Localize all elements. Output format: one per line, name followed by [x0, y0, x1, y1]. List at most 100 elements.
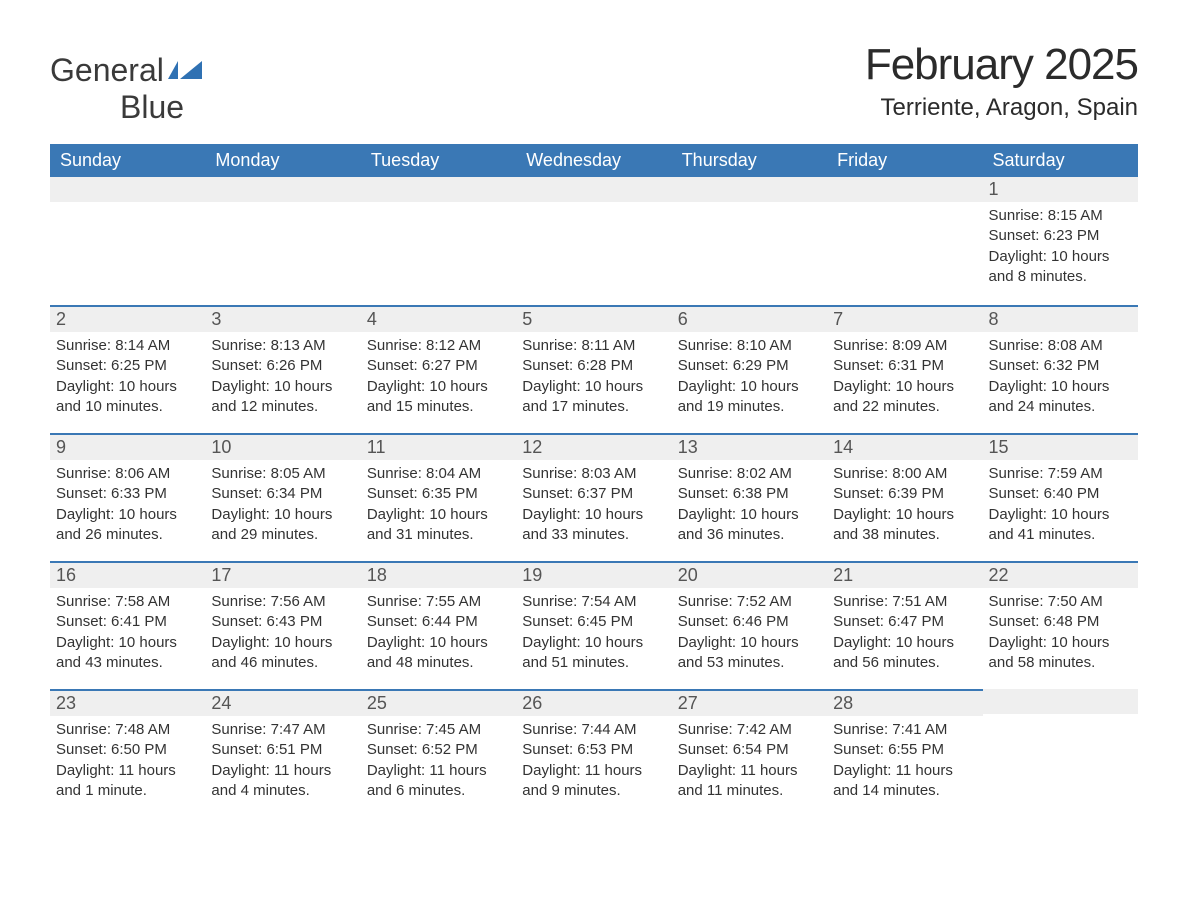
- day-details: Sunrise: 7:47 AMSunset: 6:51 PMDaylight:…: [205, 716, 360, 805]
- day-header: Saturday: [983, 144, 1138, 177]
- day-number: 9: [50, 433, 205, 460]
- sunset-text: Sunset: 6:40 PM: [989, 484, 1132, 504]
- daylight-text: Daylight: 10 hours and 36 minutes.: [678, 505, 821, 546]
- sunrise-text: Sunrise: 7:54 AM: [522, 592, 665, 612]
- day-details: Sunrise: 8:08 AMSunset: 6:32 PMDaylight:…: [983, 332, 1138, 421]
- sunset-text: Sunset: 6:29 PM: [678, 356, 821, 376]
- sunset-text: Sunset: 6:27 PM: [367, 356, 510, 376]
- sunset-text: Sunset: 6:55 PM: [833, 740, 976, 760]
- day-number-empty: [672, 177, 827, 202]
- day-header: Tuesday: [361, 144, 516, 177]
- sunrise-text: Sunrise: 8:09 AM: [833, 336, 976, 356]
- day-details: Sunrise: 8:00 AMSunset: 6:39 PMDaylight:…: [827, 460, 982, 549]
- daylight-text: Daylight: 10 hours and 41 minutes.: [989, 505, 1132, 546]
- daylight-text: Daylight: 11 hours and 6 minutes.: [367, 761, 510, 802]
- day-number: 26: [516, 689, 671, 716]
- sunrise-text: Sunrise: 8:11 AM: [522, 336, 665, 356]
- sunset-text: Sunset: 6:39 PM: [833, 484, 976, 504]
- calendar-week-row: 16Sunrise: 7:58 AMSunset: 6:41 PMDayligh…: [50, 561, 1138, 689]
- day-number-empty: [516, 177, 671, 202]
- day-number: 5: [516, 305, 671, 332]
- calendar-cell-empty: [205, 177, 360, 305]
- calendar-cell-empty: [827, 177, 982, 305]
- day-details: Sunrise: 7:58 AMSunset: 6:41 PMDaylight:…: [50, 588, 205, 677]
- daylight-text: Daylight: 10 hours and 24 minutes.: [989, 377, 1132, 418]
- calendar-cell-empty: [50, 177, 205, 305]
- day-details: Sunrise: 7:50 AMSunset: 6:48 PMDaylight:…: [983, 588, 1138, 677]
- sunset-text: Sunset: 6:51 PM: [211, 740, 354, 760]
- day-details: Sunrise: 8:13 AMSunset: 6:26 PMDaylight:…: [205, 332, 360, 421]
- sunset-text: Sunset: 6:41 PM: [56, 612, 199, 632]
- calendar-cell: 13Sunrise: 8:02 AMSunset: 6:38 PMDayligh…: [672, 433, 827, 561]
- sunrise-text: Sunrise: 8:14 AM: [56, 336, 199, 356]
- sunset-text: Sunset: 6:43 PM: [211, 612, 354, 632]
- logo: General Blue: [50, 52, 202, 126]
- calendar-cell-empty: [516, 177, 671, 305]
- daylight-text: Daylight: 10 hours and 56 minutes.: [833, 633, 976, 674]
- sunset-text: Sunset: 6:50 PM: [56, 740, 199, 760]
- daylight-text: Daylight: 10 hours and 10 minutes.: [56, 377, 199, 418]
- header: General Blue February 2025 Terriente, Ar…: [50, 40, 1138, 126]
- sunrise-text: Sunrise: 7:48 AM: [56, 720, 199, 740]
- calendar-cell: 3Sunrise: 8:13 AMSunset: 6:26 PMDaylight…: [205, 305, 360, 433]
- calendar-cell: 12Sunrise: 8:03 AMSunset: 6:37 PMDayligh…: [516, 433, 671, 561]
- daylight-text: Daylight: 10 hours and 51 minutes.: [522, 633, 665, 674]
- day-header: Monday: [205, 144, 360, 177]
- day-details: Sunrise: 7:51 AMSunset: 6:47 PMDaylight:…: [827, 588, 982, 677]
- sunrise-text: Sunrise: 8:08 AM: [989, 336, 1132, 356]
- day-number-empty: [361, 177, 516, 202]
- day-number: 24: [205, 689, 360, 716]
- day-number: 3: [205, 305, 360, 332]
- day-details: Sunrise: 7:41 AMSunset: 6:55 PMDaylight:…: [827, 716, 982, 805]
- day-number: 28: [827, 689, 982, 716]
- location: Terriente, Aragon, Spain: [865, 94, 1138, 122]
- daylight-text: Daylight: 11 hours and 14 minutes.: [833, 761, 976, 802]
- calendar-week-row: 2Sunrise: 8:14 AMSunset: 6:25 PMDaylight…: [50, 305, 1138, 433]
- day-details: Sunrise: 8:09 AMSunset: 6:31 PMDaylight:…: [827, 332, 982, 421]
- calendar-cell: 25Sunrise: 7:45 AMSunset: 6:52 PMDayligh…: [361, 689, 516, 817]
- day-number: 13: [672, 433, 827, 460]
- day-header: Wednesday: [516, 144, 671, 177]
- day-details: Sunrise: 8:12 AMSunset: 6:27 PMDaylight:…: [361, 332, 516, 421]
- day-details: Sunrise: 8:02 AMSunset: 6:38 PMDaylight:…: [672, 460, 827, 549]
- day-number: 27: [672, 689, 827, 716]
- month-title: February 2025: [865, 40, 1138, 90]
- day-number: 22: [983, 561, 1138, 588]
- sunrise-text: Sunrise: 7:59 AM: [989, 464, 1132, 484]
- daylight-text: Daylight: 10 hours and 17 minutes.: [522, 377, 665, 418]
- day-details: Sunrise: 8:04 AMSunset: 6:35 PMDaylight:…: [361, 460, 516, 549]
- daylight-text: Daylight: 10 hours and 31 minutes.: [367, 505, 510, 546]
- calendar-cell: 7Sunrise: 8:09 AMSunset: 6:31 PMDaylight…: [827, 305, 982, 433]
- calendar-table: SundayMondayTuesdayWednesdayThursdayFrid…: [50, 144, 1138, 817]
- day-number-empty: [205, 177, 360, 202]
- calendar-cell: 4Sunrise: 8:12 AMSunset: 6:27 PMDaylight…: [361, 305, 516, 433]
- sunrise-text: Sunrise: 7:50 AM: [989, 592, 1132, 612]
- sunrise-text: Sunrise: 7:47 AM: [211, 720, 354, 740]
- sunrise-text: Sunrise: 7:58 AM: [56, 592, 199, 612]
- calendar-cell: 14Sunrise: 8:00 AMSunset: 6:39 PMDayligh…: [827, 433, 982, 561]
- day-details: Sunrise: 8:15 AMSunset: 6:23 PMDaylight:…: [983, 202, 1138, 291]
- sunrise-text: Sunrise: 8:03 AM: [522, 464, 665, 484]
- sunrise-text: Sunrise: 8:04 AM: [367, 464, 510, 484]
- day-details: Sunrise: 7:54 AMSunset: 6:45 PMDaylight:…: [516, 588, 671, 677]
- sunset-text: Sunset: 6:28 PM: [522, 356, 665, 376]
- calendar-cell: 17Sunrise: 7:56 AMSunset: 6:43 PMDayligh…: [205, 561, 360, 689]
- daylight-text: Daylight: 10 hours and 29 minutes.: [211, 505, 354, 546]
- day-number-empty: [827, 177, 982, 202]
- day-number: 21: [827, 561, 982, 588]
- logo-text-blue: Blue: [120, 89, 184, 125]
- day-number: 2: [50, 305, 205, 332]
- sunrise-text: Sunrise: 7:52 AM: [678, 592, 821, 612]
- calendar-header-row: SundayMondayTuesdayWednesdayThursdayFrid…: [50, 144, 1138, 177]
- daylight-text: Daylight: 10 hours and 33 minutes.: [522, 505, 665, 546]
- day-details: Sunrise: 8:14 AMSunset: 6:25 PMDaylight:…: [50, 332, 205, 421]
- daylight-text: Daylight: 10 hours and 58 minutes.: [989, 633, 1132, 674]
- sunrise-text: Sunrise: 8:02 AM: [678, 464, 821, 484]
- day-details: Sunrise: 8:06 AMSunset: 6:33 PMDaylight:…: [50, 460, 205, 549]
- day-number: 18: [361, 561, 516, 588]
- sunset-text: Sunset: 6:54 PM: [678, 740, 821, 760]
- sunset-text: Sunset: 6:23 PM: [989, 226, 1132, 246]
- calendar-week-row: 23Sunrise: 7:48 AMSunset: 6:50 PMDayligh…: [50, 689, 1138, 817]
- daylight-text: Daylight: 11 hours and 1 minute.: [56, 761, 199, 802]
- logo-text-general: General: [50, 52, 164, 88]
